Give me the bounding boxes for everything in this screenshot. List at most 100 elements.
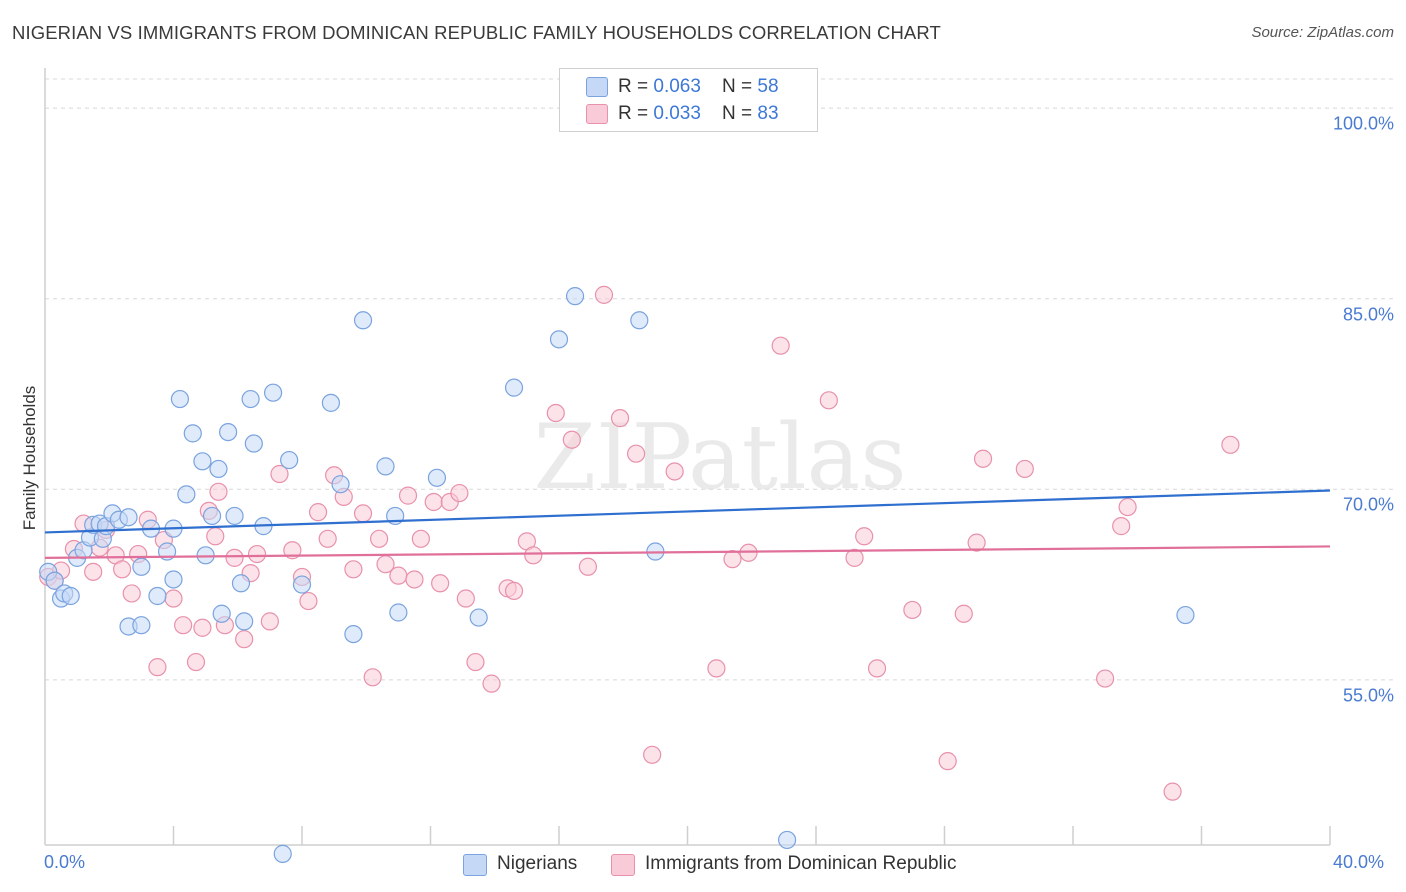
series-nigerians-points (39, 287, 1195, 863)
data-point (370, 529, 389, 548)
data-point (132, 616, 151, 635)
data-point (353, 311, 373, 330)
data-point (225, 506, 244, 526)
data-point (132, 557, 151, 576)
axes (44, 68, 1331, 846)
data-point (524, 546, 543, 565)
data-point (707, 659, 726, 678)
data-point (578, 557, 598, 576)
x-tick-max: 40.0% (1333, 852, 1385, 872)
data-point (469, 608, 488, 627)
legend-n-value: 83 (757, 103, 779, 124)
data-point (170, 389, 190, 409)
data-point (61, 586, 80, 606)
data-point (353, 504, 373, 523)
legend-label: Immigrants from Dominican Republic (645, 853, 957, 874)
data-point (973, 449, 993, 468)
legend-swatch-pink (586, 104, 608, 124)
data-point (344, 560, 363, 579)
data-point (867, 659, 887, 678)
data-point (193, 618, 212, 637)
data-point (174, 616, 193, 635)
data-point (967, 533, 986, 552)
trend-lines (44, 489, 1331, 559)
data-point (389, 566, 408, 585)
legend-swatch-blue (463, 854, 487, 876)
data-point (845, 548, 864, 567)
data-point (292, 575, 312, 594)
data-point (206, 527, 225, 546)
data-point (777, 830, 797, 850)
chart-title: NIGERIAN VS IMMIGRANTS FROM DOMINICAN RE… (12, 22, 941, 43)
data-point (411, 529, 430, 548)
data-point (398, 486, 418, 505)
data-point (549, 330, 569, 349)
data-point (225, 548, 244, 567)
data-point (244, 434, 263, 453)
data-point (219, 422, 238, 442)
data-point (424, 492, 443, 512)
data-point (504, 378, 524, 397)
data-point (202, 506, 222, 526)
trend-line-nigerians (44, 489, 1331, 534)
legend-swatch-pink (611, 854, 635, 876)
legend-r-value: 0.063 (653, 76, 701, 97)
data-point (389, 603, 408, 622)
source-label: Source: ZipAtlas.com (1251, 24, 1394, 41)
data-point (504, 581, 524, 601)
data-point (643, 745, 662, 764)
data-point (855, 527, 874, 546)
data-point (1118, 497, 1137, 517)
data-point (405, 570, 424, 589)
data-point (1096, 669, 1115, 688)
trend-line-dominican (44, 545, 1331, 559)
legend-n-value: 58 (757, 76, 779, 97)
data-point (456, 589, 475, 608)
data-point (148, 586, 167, 606)
data-point (466, 652, 485, 672)
data-point (565, 287, 585, 306)
legend-n-label: N = (722, 76, 758, 97)
data-point (771, 336, 790, 355)
data-point (562, 430, 581, 449)
series-dominican-points (39, 285, 1240, 801)
data-point (193, 452, 212, 471)
y-tick-label: 70.0% (1342, 494, 1394, 515)
data-point (954, 604, 973, 623)
data-point (241, 389, 260, 409)
data-point (270, 464, 289, 484)
legend-n-label: N = (722, 103, 758, 124)
data-point (164, 570, 183, 589)
y-tick-label: 55.0% (1342, 685, 1394, 706)
data-point (331, 475, 350, 494)
data-point (235, 630, 254, 649)
data-point (45, 571, 64, 590)
data-point (363, 668, 382, 687)
data-point (610, 409, 630, 428)
data-point (665, 462, 684, 481)
data-point (482, 674, 501, 693)
data-point (260, 612, 279, 631)
data-point (318, 529, 337, 548)
data-point (1163, 782, 1182, 801)
data-point (739, 543, 758, 562)
data-point (450, 483, 469, 503)
data-point (186, 652, 206, 672)
legend-swatch-blue (586, 77, 608, 97)
data-point (299, 591, 318, 611)
legend-r-label: R = (618, 103, 654, 124)
y-tick-label: 100.0% (1332, 113, 1394, 134)
data-point (427, 468, 447, 487)
legend-r-label: R = (618, 76, 654, 97)
legend-label: Nigerians (497, 853, 578, 874)
data-point (1112, 517, 1131, 536)
x-tick-min: 0.0% (44, 852, 86, 872)
data-point (283, 541, 302, 560)
data-point (247, 544, 267, 564)
watermark: ZIPatlas (533, 405, 906, 510)
data-point (594, 285, 614, 304)
data-point (344, 624, 363, 644)
data-point (431, 574, 450, 593)
data-point (235, 612, 254, 631)
